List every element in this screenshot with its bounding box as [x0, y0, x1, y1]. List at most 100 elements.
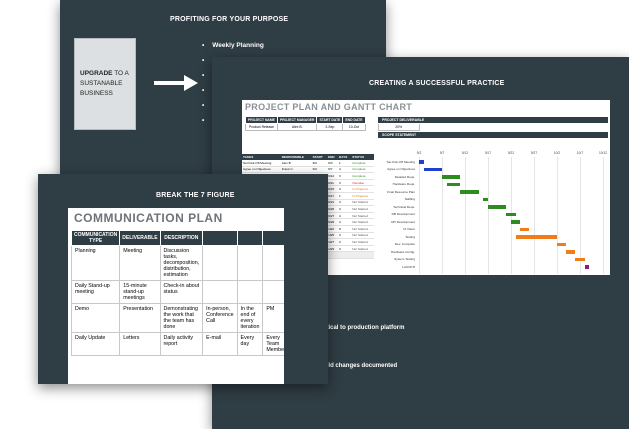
cell: Meeting — [119, 245, 161, 281]
cell: Daily Stand-up meeting — [70, 280, 121, 304]
cell: Complete — [351, 172, 374, 180]
cell: Complete — [351, 160, 374, 167]
upgrade-box: UPGRADE TO A SUSTANABLE BUSINESS — [74, 38, 136, 130]
cell: Planning — [70, 245, 121, 281]
cell: 1 — [338, 192, 352, 200]
gridline — [465, 157, 466, 274]
gantt-row-label: Hardware Config. — [390, 249, 415, 254]
col-header — [262, 230, 284, 246]
cell: 4 — [338, 212, 352, 220]
cell — [236, 245, 264, 281]
spacer — [365, 124, 378, 131]
cell: Check-in about status — [159, 280, 204, 304]
cell: 10/7 — [327, 238, 339, 246]
communication-table: COMMUNICATION TYPE DELIVERABLE DESCRIPTI… — [70, 230, 284, 356]
cell: Product Release — [245, 123, 278, 131]
right-arrow-icon — [154, 75, 198, 91]
cell: 10/2 — [327, 225, 339, 233]
cell: Alex B. — [276, 123, 318, 131]
upgrade-strong: UPGRADE — [80, 70, 113, 77]
gantt-row-label: Final Resource Plan — [387, 189, 415, 194]
cell: 3 — [338, 205, 352, 213]
date-tick-label: 10/12 — [599, 151, 607, 155]
cell: Daily Update — [70, 332, 121, 356]
cell: 4 — [338, 218, 352, 226]
gantt-row-label: Hardware Reqs. — [392, 182, 415, 186]
cell: 9/26 — [327, 205, 339, 213]
cell — [202, 280, 238, 304]
cell: In-person, Conference Call — [202, 303, 238, 333]
cell: 1 — [338, 160, 352, 167]
gantt-bar — [483, 197, 488, 201]
col-header: TASKS — [242, 154, 281, 160]
gantt-row-label: Testing — [405, 234, 415, 239]
col-header: DAYS — [338, 154, 352, 160]
cell: Frank C. — [280, 166, 312, 174]
gantt-bar — [520, 227, 530, 231]
col-header: DESCRIPTION — [159, 230, 204, 246]
table-row: Daily Update Letters Daily activity repo… — [70, 332, 284, 356]
cell: Not Started — [351, 212, 374, 220]
cell: 3 — [338, 232, 352, 240]
cell: 10-Oct — [342, 123, 366, 131]
gridline — [442, 157, 443, 274]
cell: 20% — [377, 123, 420, 131]
date-tick-label: 9/27 — [530, 151, 538, 155]
cell: Every day — [236, 332, 264, 356]
col-header — [236, 230, 264, 246]
cell — [262, 280, 284, 304]
table-row: Set Kick-Off Meeting Alex B. 9/2 9/3 1 Comple… — [242, 160, 374, 167]
gantt-row-label: DB Development — [391, 212, 415, 216]
cell: 3 — [338, 245, 352, 253]
col-header: COMMUNICATION TYPE — [70, 230, 121, 246]
table-row: Planning Meeting Discussion tasks, decom… — [70, 245, 284, 281]
col-header: END — [327, 154, 339, 160]
gantt-bar — [446, 182, 461, 186]
gantt-row-label: System Testing — [394, 257, 415, 261]
gantt-row-label: Detailed Reqs. — [394, 174, 415, 179]
date-tick-label: 10/7 — [576, 151, 584, 155]
cell — [236, 280, 264, 304]
cell: PM — [262, 303, 284, 333]
gantt-row-label: API Development — [390, 219, 415, 224]
cell: 4 — [338, 185, 352, 193]
checklist-item: Any configuration of build changes docum… — [252, 363, 404, 373]
gridline — [557, 157, 558, 274]
gantt-bar — [511, 220, 521, 224]
bullet-item: Weekly Planning — [202, 42, 264, 57]
col-header — [202, 230, 238, 246]
gantt-row-label: Technical Reqs. — [393, 204, 415, 209]
cell: 2 — [338, 238, 352, 246]
gantt-bar — [575, 257, 585, 261]
cell: Not Started — [351, 232, 374, 240]
gridline — [534, 157, 535, 274]
table-row: Demo Presentation Demonstrating the work… — [70, 303, 284, 333]
gridline — [419, 157, 420, 274]
scope-bar: SCOPE STATEMENT — [378, 132, 608, 138]
cell: 9/2 — [311, 160, 328, 167]
cell — [338, 251, 352, 259]
col-header: END DATE — [342, 116, 366, 124]
gantt-title: PROJECT PLAN AND GANTT CHART — [245, 102, 413, 112]
date-tick-label: 9/7 — [439, 151, 445, 155]
cell: 3 — [338, 179, 352, 187]
cell: Demo — [70, 303, 121, 333]
cell: In the end of every iteration — [236, 303, 264, 333]
cell: Letters — [119, 332, 161, 356]
cell: Discussion tasks, decomposition, distrib… — [159, 245, 204, 281]
date-tick-label: 9/12 — [461, 151, 469, 155]
date-tick-label: 9/2 — [416, 151, 422, 155]
gantt-bar — [488, 205, 507, 209]
cell: 15-minute stand-up meetings — [119, 280, 161, 304]
cell: 9/29 — [327, 218, 339, 226]
comm-title: COMMUNICATION PLAN — [74, 211, 223, 225]
cell: Agree on Objectives — [242, 166, 281, 174]
cell: 9/21 — [327, 199, 339, 207]
gantt-bar — [557, 242, 567, 246]
gantt-bar — [460, 190, 479, 194]
upgrade-rest: TO A SUSTANABLE BUSINESS — [80, 70, 129, 97]
cell: Demonstrating the work that the team has… — [159, 303, 204, 333]
gantt-chart: 9/2 9/7 9/12 9/17 9/22 9/27 10/2 10/7 10/12 Set K… — [379, 148, 607, 274]
cell: 8 — [338, 225, 352, 233]
gantt-bar — [442, 175, 461, 179]
